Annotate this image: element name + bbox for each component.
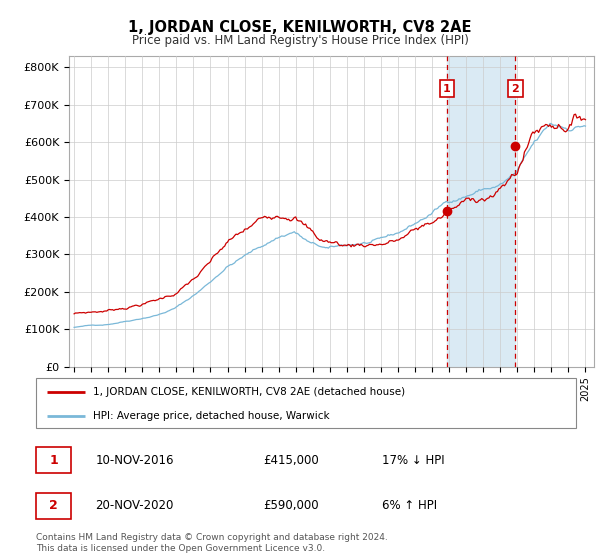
Text: 17% ↓ HPI: 17% ↓ HPI [382,454,444,467]
Text: 2: 2 [49,499,58,512]
Text: 1: 1 [443,83,451,94]
Text: 2: 2 [512,83,519,94]
Text: 10-NOV-2016: 10-NOV-2016 [95,454,174,467]
FancyBboxPatch shape [36,378,576,428]
Text: 1, JORDAN CLOSE, KENILWORTH, CV8 2AE (detached house): 1, JORDAN CLOSE, KENILWORTH, CV8 2AE (de… [92,387,405,397]
Text: HPI: Average price, detached house, Warwick: HPI: Average price, detached house, Warw… [92,411,329,421]
Text: £590,000: £590,000 [263,499,319,512]
Text: 1: 1 [49,454,58,467]
Text: Price paid vs. HM Land Registry's House Price Index (HPI): Price paid vs. HM Land Registry's House … [131,34,469,46]
Text: 20-NOV-2020: 20-NOV-2020 [95,499,174,512]
Text: £415,000: £415,000 [263,454,319,467]
Bar [447,56,515,367]
Text: Contains HM Land Registry data © Crown copyright and database right 2024.
This d: Contains HM Land Registry data © Crown c… [36,533,388,553]
FancyBboxPatch shape [36,493,71,519]
Text: 1, JORDAN CLOSE, KENILWORTH, CV8 2AE: 1, JORDAN CLOSE, KENILWORTH, CV8 2AE [128,20,472,35]
FancyBboxPatch shape [36,447,71,473]
Text: 6% ↑ HPI: 6% ↑ HPI [382,499,437,512]
